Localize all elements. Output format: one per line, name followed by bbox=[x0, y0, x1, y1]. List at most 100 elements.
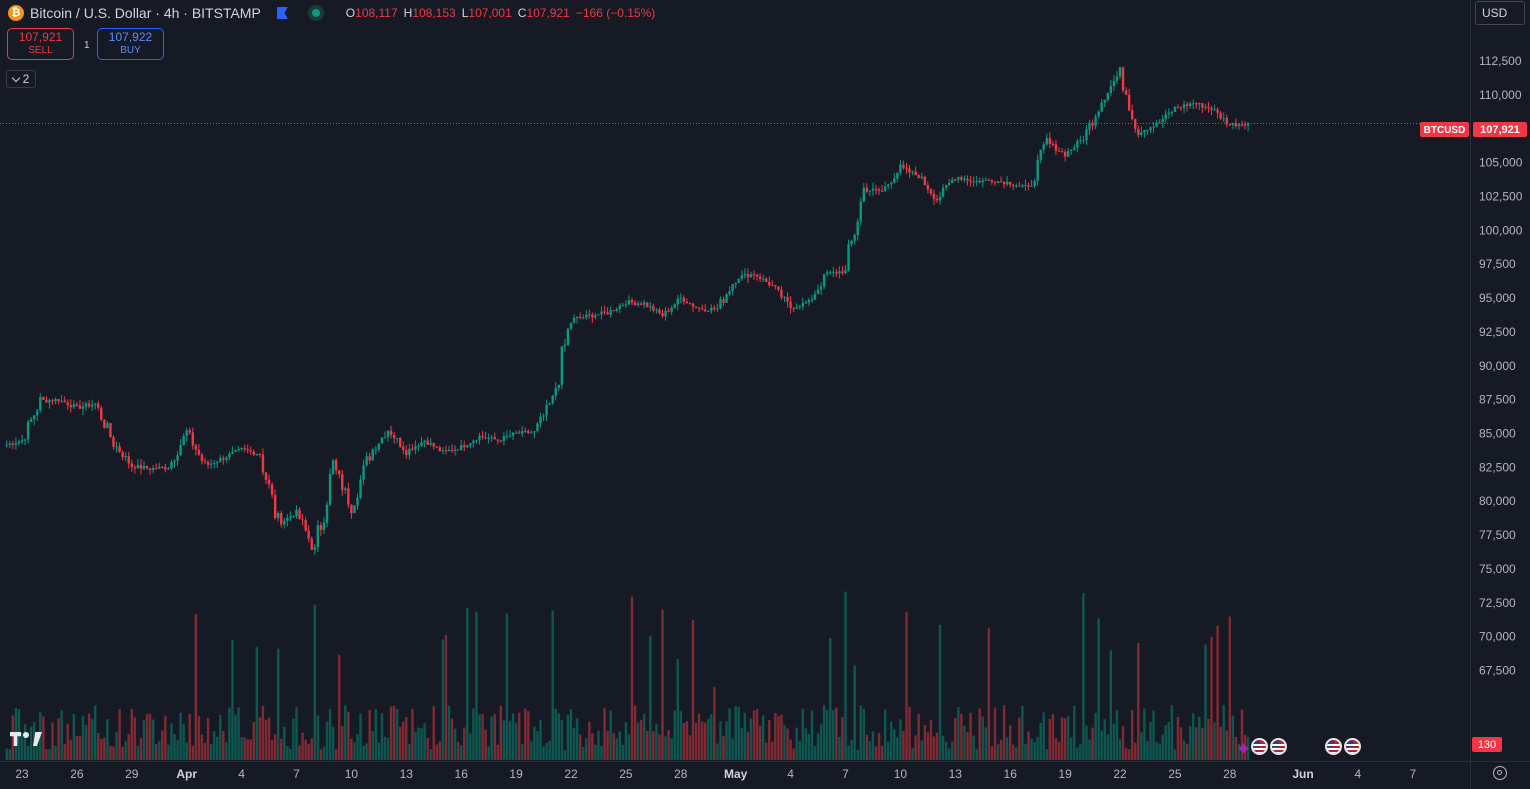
candle-body bbox=[1210, 107, 1213, 110]
y-tick-label: 102,500 bbox=[1479, 189, 1523, 203]
candle-body bbox=[902, 164, 905, 169]
volume-bar bbox=[444, 635, 448, 760]
volume-bar bbox=[57, 718, 60, 760]
us-flag-event-icon[interactable] bbox=[1344, 738, 1361, 755]
chevron-down-icon bbox=[11, 73, 20, 82]
volume-bar bbox=[1152, 710, 1155, 760]
sell-button[interactable]: 107,921 SELL bbox=[7, 28, 74, 60]
candle-body bbox=[700, 308, 704, 310]
y-tick-label: 85,000 bbox=[1479, 426, 1516, 440]
volume-bar bbox=[658, 734, 661, 760]
candle-body bbox=[807, 299, 811, 303]
volume-bar bbox=[551, 610, 554, 760]
volume-bar bbox=[1021, 705, 1024, 760]
candle-body bbox=[1048, 138, 1052, 144]
candle-body bbox=[228, 453, 231, 458]
candle-body bbox=[813, 294, 817, 300]
x-tick-label: 28 bbox=[674, 767, 688, 781]
y-tick-label: 105,000 bbox=[1479, 156, 1523, 170]
volume-bar bbox=[624, 722, 628, 760]
volume-bar bbox=[685, 720, 689, 760]
indicators-toggle-button[interactable]: 2 bbox=[6, 70, 36, 88]
candle-body bbox=[115, 446, 118, 448]
candle-body bbox=[920, 176, 923, 179]
volume-bar bbox=[707, 718, 710, 760]
candle-body bbox=[450, 449, 454, 451]
volume-bar bbox=[1015, 747, 1018, 760]
candle-body bbox=[530, 432, 533, 434]
candle-body bbox=[521, 430, 524, 434]
price-axis[interactable]: 67,500 70,000 72,500 75,000 77,500 80,000 82,5… bbox=[1479, 54, 1523, 678]
candle-body bbox=[597, 314, 600, 316]
volume-bar bbox=[185, 742, 188, 760]
volume-bar bbox=[8, 749, 11, 760]
y-tick-label: 82,500 bbox=[1479, 460, 1516, 474]
candle-body bbox=[655, 309, 658, 311]
candle-body bbox=[594, 315, 597, 318]
candle-body bbox=[222, 458, 225, 460]
volume-bar bbox=[90, 719, 94, 760]
volume-bar bbox=[966, 732, 969, 760]
candle-body bbox=[829, 271, 832, 273]
currency-selector[interactable]: USD bbox=[1475, 1, 1525, 25]
candle-body bbox=[435, 446, 438, 448]
y-tick-label: 67,500 bbox=[1479, 664, 1516, 678]
open-value: 108,117 bbox=[355, 6, 398, 20]
candle-body bbox=[792, 308, 795, 310]
us-flag-event-icon[interactable] bbox=[1325, 738, 1342, 755]
volume-bar bbox=[1082, 593, 1085, 760]
volume-bar bbox=[243, 737, 246, 760]
x-tick-label: May bbox=[724, 767, 748, 781]
candle-body bbox=[652, 306, 655, 311]
candle-body bbox=[197, 449, 201, 455]
volume-bar bbox=[545, 742, 548, 760]
candle-body bbox=[893, 178, 896, 183]
volume-bar bbox=[261, 705, 265, 760]
candle-body bbox=[484, 437, 487, 439]
y-tick-label: 110,000 bbox=[1479, 88, 1522, 102]
volume-bar bbox=[188, 713, 191, 760]
market-status-icon[interactable] bbox=[307, 5, 324, 21]
y-tick-label: 90,000 bbox=[1479, 359, 1516, 373]
candle-body bbox=[911, 171, 914, 173]
candle-body bbox=[1237, 124, 1241, 127]
candle-body bbox=[725, 294, 728, 303]
candle-body bbox=[478, 435, 481, 441]
volume-bar bbox=[954, 718, 957, 760]
buy-button[interactable]: 107,922 BUY bbox=[97, 28, 164, 60]
candle-body bbox=[261, 454, 265, 473]
us-flag-event-icon[interactable] bbox=[1270, 738, 1287, 755]
candle-body bbox=[560, 346, 564, 385]
volume-bar bbox=[1030, 738, 1033, 760]
volume-bar bbox=[1088, 739, 1091, 760]
volume-bar bbox=[493, 714, 496, 760]
x-tick-label: 10 bbox=[345, 767, 359, 781]
volume-bar bbox=[1225, 730, 1228, 760]
volume-bar bbox=[618, 731, 621, 760]
volume-bar bbox=[798, 740, 801, 760]
candle-body bbox=[658, 309, 661, 314]
candle-body bbox=[582, 317, 585, 319]
candle-body bbox=[551, 395, 554, 404]
volume-bar bbox=[29, 726, 33, 760]
event-marker-diamond[interactable] bbox=[1238, 743, 1249, 754]
candle-body bbox=[502, 436, 506, 441]
volume-bar bbox=[508, 720, 512, 760]
candle-body bbox=[380, 437, 384, 444]
volume-bar bbox=[606, 731, 609, 760]
tradingview-logo[interactable] bbox=[10, 731, 42, 747]
candle-body bbox=[383, 437, 387, 439]
us-flag-event-icon[interactable] bbox=[1251, 738, 1268, 755]
settings-icon[interactable] bbox=[1493, 766, 1507, 780]
symbol-title[interactable]: Bitcoin / U.S. Dollar · 4h · BITSTAMP bbox=[30, 5, 261, 21]
candle-body bbox=[405, 450, 408, 455]
volume-bar bbox=[777, 715, 780, 760]
flag-icon[interactable] bbox=[276, 7, 288, 19]
volume-bar bbox=[838, 736, 841, 760]
candle-body bbox=[1219, 112, 1222, 119]
time-axis[interactable]: 23 26 29 Apr 4 7 10 13 16 19 22 25 28 May 4 7 10 13 16 19 22… bbox=[15, 767, 1416, 781]
candle-body bbox=[527, 430, 530, 433]
volume-bar bbox=[399, 726, 402, 760]
volume-bar bbox=[502, 720, 506, 760]
